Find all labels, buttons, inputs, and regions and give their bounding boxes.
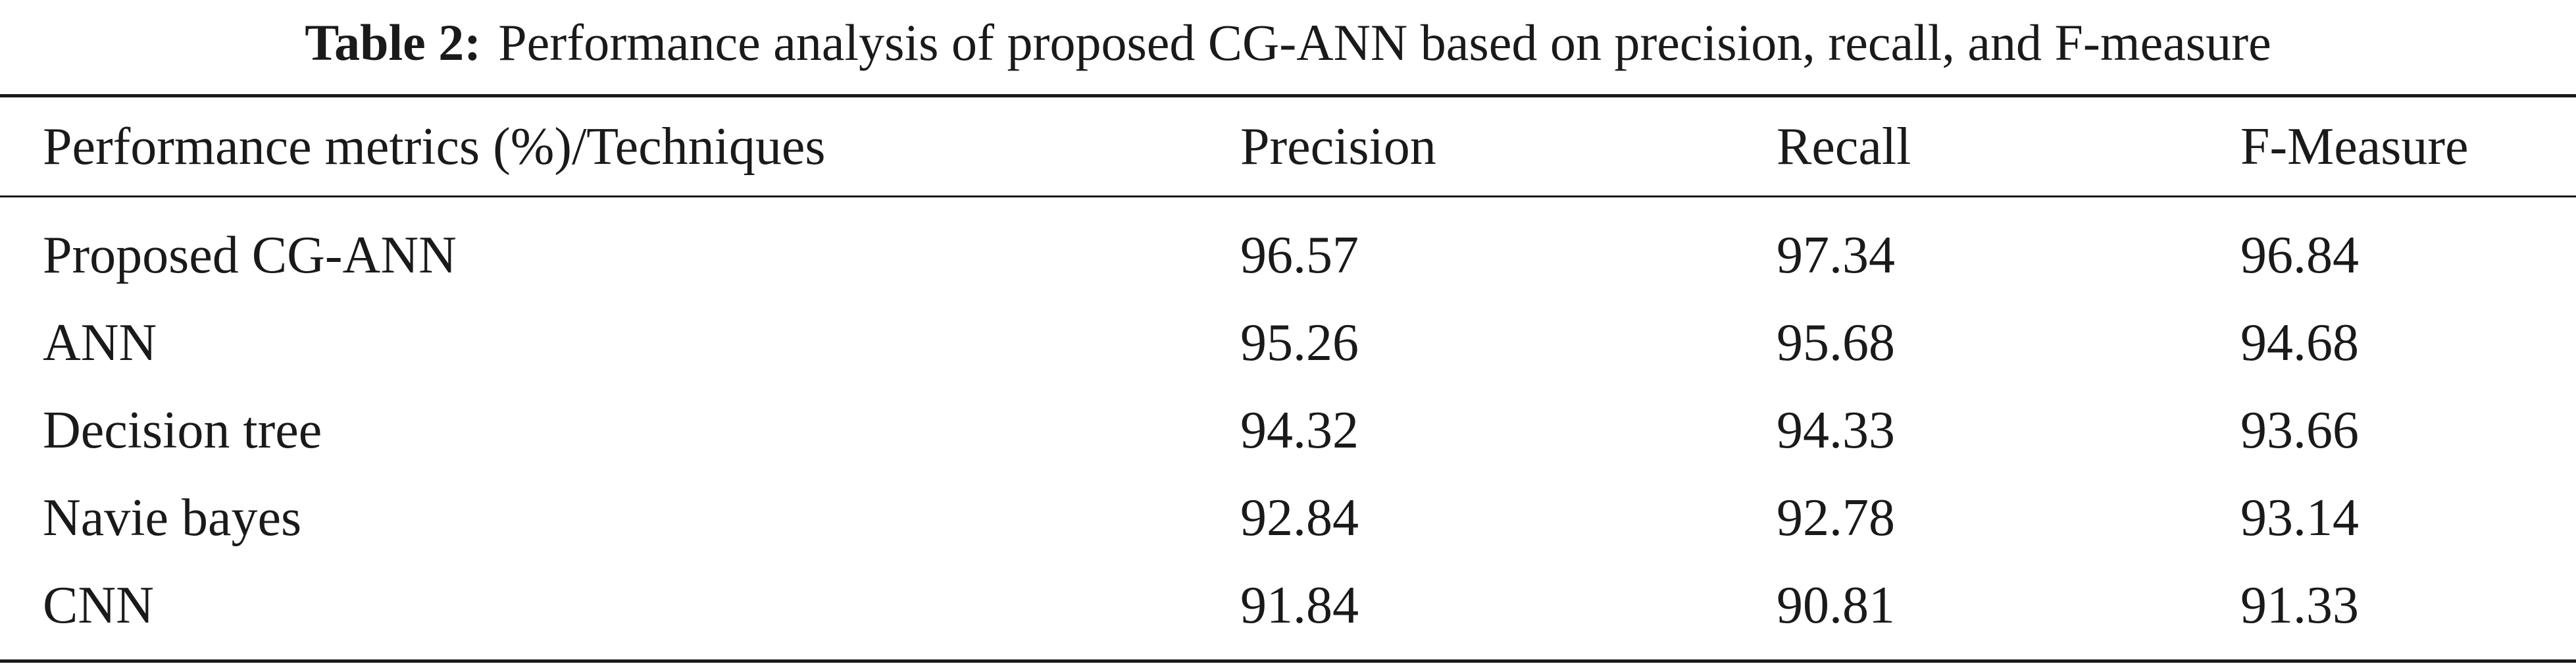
header-precision: Precision bbox=[1240, 117, 1436, 176]
technique-cell: ANN bbox=[43, 313, 157, 372]
recall-cell: 92.78 bbox=[1777, 488, 1895, 547]
technique-cell: Navie bayes bbox=[43, 488, 302, 547]
precision-cell: 96.57 bbox=[1240, 226, 1359, 284]
table-header-row: Performance metrics (%)/Techniques Preci… bbox=[0, 103, 2576, 190]
f-measure-cell: 96.84 bbox=[2240, 226, 2359, 284]
table-header-rule bbox=[0, 195, 2576, 197]
table-row: CNN 91.84 90.81 91.33 bbox=[0, 562, 2576, 649]
f-measure-cell: 93.14 bbox=[2240, 488, 2359, 547]
precision-cell: 94.32 bbox=[1240, 401, 1359, 459]
table-row: Navie bayes 92.84 92.78 93.14 bbox=[0, 475, 2576, 561]
precision-cell: 95.26 bbox=[1240, 313, 1359, 372]
header-f-measure: F-Measure bbox=[2240, 117, 2469, 176]
recall-cell: 97.34 bbox=[1777, 226, 1895, 284]
table-caption-label: Table 2: bbox=[305, 14, 482, 71]
table-row: Decision tree 94.32 94.33 93.66 bbox=[0, 387, 2576, 474]
f-measure-cell: 91.33 bbox=[2240, 576, 2359, 634]
precision-cell: 91.84 bbox=[1240, 576, 1359, 634]
table-row: ANN 95.26 95.68 94.68 bbox=[0, 299, 2576, 386]
recall-cell: 94.33 bbox=[1777, 401, 1895, 459]
table-caption: Table 2: Performance analysis of propose… bbox=[0, 0, 2576, 86]
f-measure-cell: 93.66 bbox=[2240, 401, 2359, 459]
recall-cell: 95.68 bbox=[1777, 313, 1895, 372]
precision-cell: 92.84 bbox=[1240, 488, 1359, 547]
table-bottom-rule bbox=[0, 659, 2576, 663]
technique-cell: CNN bbox=[43, 576, 154, 634]
table-row: Proposed CG-ANN 96.57 97.34 96.84 bbox=[0, 212, 2576, 299]
header-recall: Recall bbox=[1777, 117, 1911, 176]
header-techniques: Performance metrics (%)/Techniques bbox=[43, 117, 826, 176]
f-measure-cell: 94.68 bbox=[2240, 313, 2359, 372]
recall-cell: 90.81 bbox=[1777, 576, 1895, 634]
technique-cell: Proposed CG-ANN bbox=[43, 226, 457, 284]
table-caption-text: Performance analysis of proposed CG-ANN … bbox=[498, 14, 2271, 71]
technique-cell: Decision tree bbox=[43, 401, 322, 459]
table-top-rule bbox=[0, 94, 2576, 97]
